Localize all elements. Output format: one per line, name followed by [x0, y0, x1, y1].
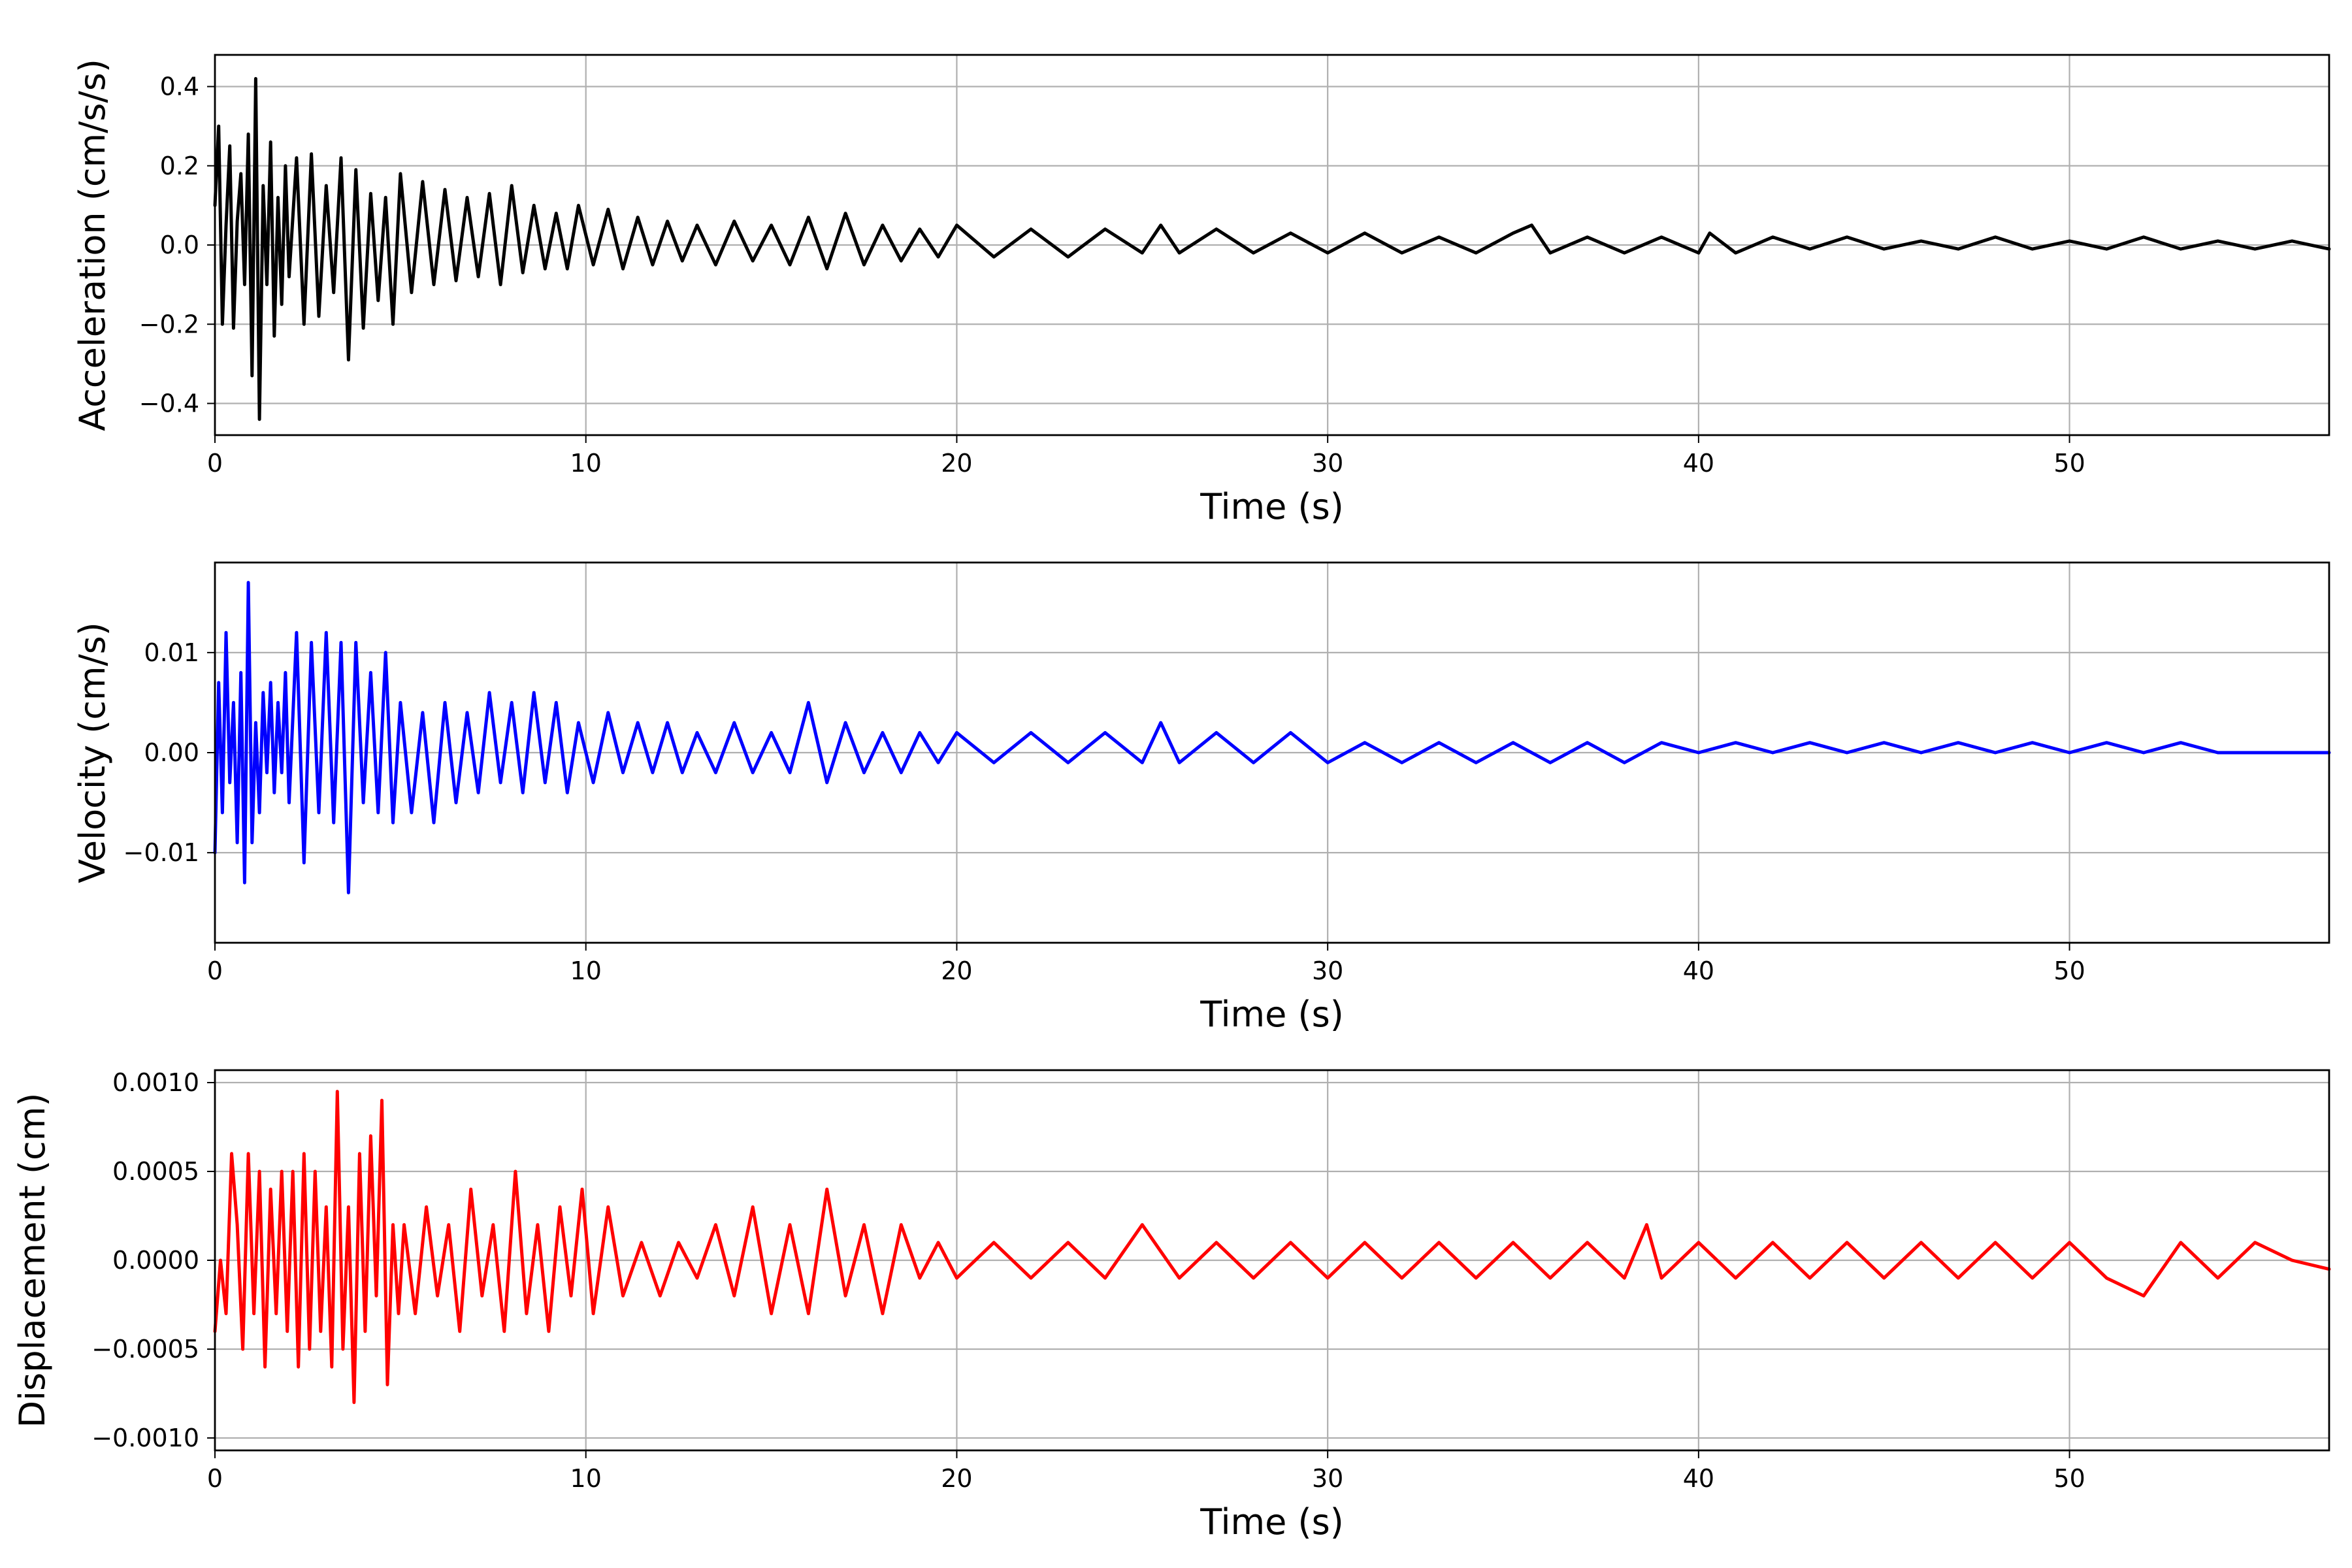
acceleration-x-tick-label: 40	[1683, 449, 1714, 478]
displacement-x-tick-label: 0	[207, 1464, 223, 1493]
displacement-x-tick-label: 40	[1683, 1464, 1714, 1493]
displacement-x-tick-label: 10	[570, 1464, 602, 1493]
acceleration-y-tick-label: −0.4	[139, 389, 199, 418]
velocity-y-tick-label: 0.01	[144, 638, 199, 667]
displacement-y-tick-label: 0.0005	[112, 1157, 199, 1186]
displacement-y-tick-label: −0.0010	[91, 1424, 199, 1452]
acceleration-x-tick-label: 50	[2053, 449, 2085, 478]
velocity-x-tick-label: 40	[1683, 956, 1714, 985]
displacement-y-tick-label: 0.0010	[112, 1068, 199, 1097]
acceleration-x-tick-label: 20	[941, 449, 972, 478]
acceleration-y-tick-label: 0.0	[160, 231, 199, 259]
displacement-series-line	[213, 1090, 2331, 1405]
velocity-y-tick-label: −0.01	[123, 838, 199, 867]
displacement-x-tick-label: 30	[1312, 1464, 1343, 1493]
acceleration-y-tick-label: 0.2	[160, 152, 199, 180]
velocity-x-tick-label: 0	[207, 956, 223, 985]
velocity-x-tick-label: 20	[941, 956, 972, 985]
velocity-y-axis-label: Velocity (cm/s)	[72, 622, 113, 883]
displacement-x-axis-label: Time (s)	[1200, 1501, 1344, 1543]
velocity-chart: 0 10 20 30 40 50 −0.01 0.00 0.01 Time (s) Velocity…	[72, 561, 2331, 1035]
velocity-x-tick-label: 10	[570, 956, 602, 985]
acceleration-x-tick-label: 10	[570, 449, 602, 478]
acceleration-x-tick-label: 30	[1312, 449, 1343, 478]
displacement-y-tick-label: −0.0005	[91, 1335, 199, 1364]
acceleration-chart: 0 10 20 30 40 50 −0.4 −0.2 0.0 0.2 0.4 Time (s) Acce…	[72, 54, 2331, 527]
acceleration-y-axis-label: Acceleration (cm/s/s)	[72, 59, 113, 431]
velocity-x-axis-label: Time (s)	[1200, 994, 1344, 1035]
velocity-x-tick-label: 30	[1312, 956, 1343, 985]
displacement-x-tick-label: 50	[2053, 1464, 2085, 1493]
velocity-series-line	[213, 581, 2331, 894]
velocity-y-tick-label: 0.00	[144, 738, 199, 767]
velocity-x-tick-label: 50	[2053, 956, 2085, 985]
acceleration-y-tick-label: −0.2	[139, 310, 199, 338]
acceleration-x-tick-label: 0	[207, 449, 223, 478]
acceleration-series-line	[213, 76, 2331, 421]
acceleration-y-tick-label: 0.4	[160, 73, 199, 101]
acceleration-x-axis-label: Time (s)	[1200, 486, 1344, 527]
displacement-chart: 0 10 20 30 40 50 −0.0010 −0.0005 0.0000 0.0005 0.0…	[12, 1068, 2331, 1543]
displacement-y-axis-label: Displacement (cm)	[12, 1093, 53, 1428]
displacement-x-tick-label: 20	[941, 1464, 972, 1493]
displacement-y-tick-label: 0.0000	[112, 1246, 199, 1275]
